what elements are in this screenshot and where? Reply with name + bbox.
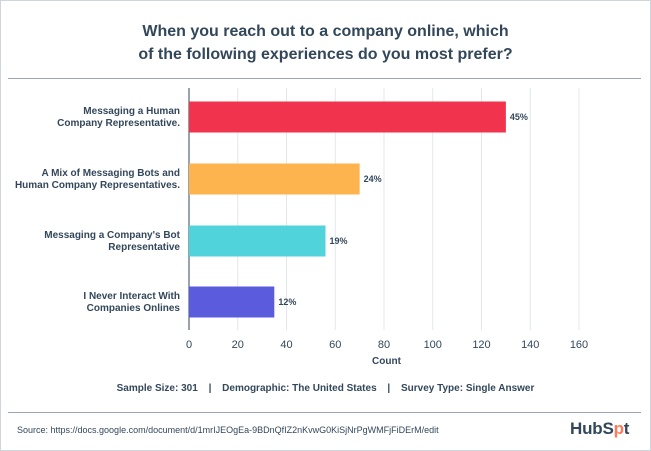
bar-value-label-3: 19%	[330, 236, 348, 246]
bar-value-label-2: 24%	[364, 174, 382, 184]
meta-separator-1: |	[208, 383, 212, 394]
bar-value-label-4: 12%	[278, 297, 296, 307]
x-tick-label-40: 40	[280, 339, 292, 351]
top-divider	[8, 78, 641, 79]
x-tick-label-80: 80	[378, 339, 390, 351]
x-tick-label-140: 140	[521, 339, 539, 351]
bar-4	[189, 286, 275, 318]
x-tick-label-0: 0	[186, 339, 192, 351]
x-tick-label-120: 120	[472, 339, 490, 351]
source-link[interactable]: Source: https://docs.google.com/document…	[17, 425, 439, 435]
x-tick-label-100: 100	[424, 339, 442, 351]
x-axis-label: Count	[372, 356, 402, 367]
bar-value-label-1: 45%	[510, 112, 528, 122]
category-label-2-line-2: Human Company Representatives.	[15, 180, 180, 191]
hubspot-logo: HubSpt	[570, 419, 629, 439]
sample-size: Sample Size: 301	[116, 383, 198, 394]
survey-meta: Sample Size: 301 | Demographic: The Unit…	[0, 383, 651, 394]
bar-2	[189, 163, 360, 195]
logo-sprocket-icon: p	[613, 419, 624, 438]
category-label-4-line-2: Companies Onlines	[87, 303, 181, 314]
survey-type: Survey Type: Single Answer	[401, 383, 535, 394]
bottom-divider	[8, 412, 641, 413]
x-tick-label-160: 160	[570, 339, 588, 351]
x-tick-label-60: 60	[329, 339, 341, 351]
logo-text-suffix: t	[623, 419, 630, 438]
category-label-3-line-1: Messaging a Company's Bot	[44, 230, 180, 241]
category-label-3-line-2: Representative	[108, 242, 180, 253]
chart-title: When you reach out to a company online, …	[0, 20, 651, 66]
category-label-1-line-2: Company Representative.	[57, 118, 180, 129]
x-tick-label-20: 20	[232, 339, 244, 351]
bar-3	[189, 225, 326, 257]
meta-separator-2: |	[387, 383, 391, 394]
bar-1	[189, 101, 506, 133]
category-label-2-line-1: A Mix of Messaging Bots and	[41, 168, 180, 179]
logo-text-prefix: HubS	[570, 419, 614, 438]
chart-title-line-2: of the following experiences do you most…	[138, 46, 513, 63]
chart-title-line-1: When you reach out to a company online, …	[142, 23, 509, 40]
category-label-4-line-1: I Never Interact With	[83, 291, 180, 302]
demographic: Demographic: The United States	[222, 383, 377, 394]
category-label-1-line-1: Messaging a Human	[83, 106, 180, 117]
